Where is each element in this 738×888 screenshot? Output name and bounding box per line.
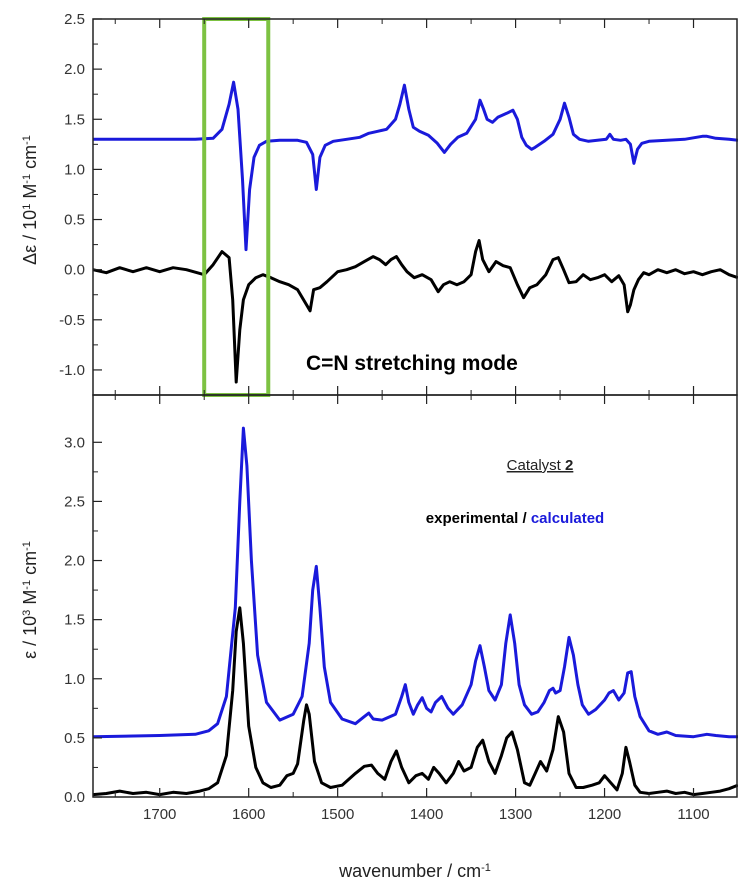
x-tick-label: 1500 (321, 806, 354, 823)
x-tick-label: 1700 (143, 806, 176, 823)
experimental-line-bottom (92, 606, 738, 797)
x-axis-title: wavenumber / cm-1 (338, 861, 491, 881)
legend-title: Catalyst 2 (507, 457, 574, 474)
legend-series: experimental / calculated (426, 510, 604, 527)
y-tick-label: 1.5 (64, 612, 85, 629)
calculated-line-top (93, 80, 738, 252)
y-tick-label: 2.0 (64, 61, 85, 78)
y-tick-label: 1.0 (64, 671, 85, 688)
legend-experimental: experimental (426, 510, 519, 527)
y-tick-label: 0.5 (64, 730, 85, 747)
calculated-line-bottom (92, 426, 738, 739)
y-tick-label: -0.5 (59, 312, 85, 329)
bottom-plot-frame (92, 394, 738, 798)
top-plot-frame (92, 18, 738, 396)
legend-calculated: calculated (531, 510, 604, 527)
y-tick-label: 1.5 (64, 111, 85, 128)
top-cd-panel: 2.5 2.0 1.5 1.0 0.5 0.0 -0.5 -1.0 C=N stretchin… (20, 11, 738, 397)
y-tick-label: 2.0 (64, 553, 85, 570)
x-tick-label: 1600 (232, 806, 265, 823)
x-tick-label: 1200 (588, 806, 621, 823)
y-tick-label: 2.5 (64, 11, 85, 28)
y-tick-label: 0.0 (64, 789, 85, 806)
cn-highlight-box (202, 17, 271, 397)
bottom-ir-panel: 3.0 2.5 2.0 1.5 1.0 0.5 0.0 1700 1600 1500 1400 13… (20, 394, 738, 881)
y-tick-label: 1.0 (64, 161, 85, 178)
y-tick-label: 3.0 (64, 434, 85, 451)
y-tick-label: 0.0 (64, 262, 85, 279)
y-tick-label: -1.0 (59, 362, 85, 379)
y-tick-label: 2.5 (64, 493, 85, 510)
top-y-axis-title: Δε / 101 M-1 cm-1 (20, 135, 40, 265)
experimental-line-top (92, 239, 738, 384)
x-tick-label: 1100 (677, 806, 709, 823)
x-tick-label: 1300 (499, 806, 532, 823)
y-tick-label: 0.5 (64, 212, 85, 229)
cn-stretch-annotation: C=N stretching mode (306, 352, 518, 375)
x-tick-label: 1400 (410, 806, 443, 823)
bottom-y-axis-title: ε / 103 M-1 cm-1 (20, 541, 40, 659)
